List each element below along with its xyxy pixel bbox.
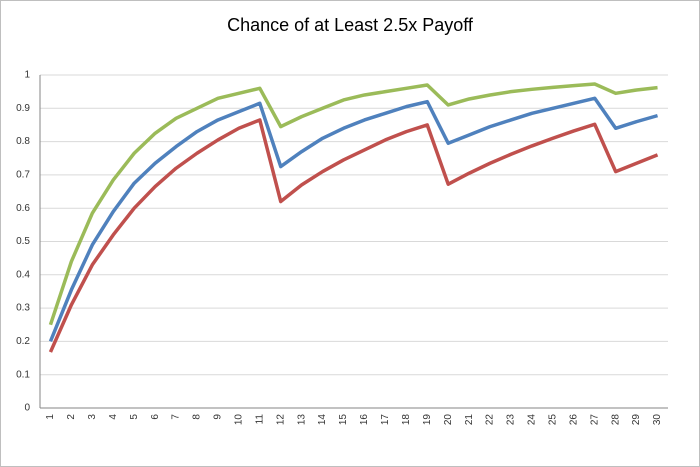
x-tick-label: 24: [527, 414, 538, 426]
y-tick-label: 1: [24, 70, 30, 81]
x-tick-label: 5: [129, 414, 140, 420]
x-tick-label: 21: [464, 414, 475, 426]
series-line: [48, 82, 658, 326]
y-tick-label: 0.1: [16, 369, 30, 380]
y-tick-label: 0.2: [16, 336, 30, 347]
x-tick-label: 15: [338, 414, 349, 426]
x-tick-label: 16: [359, 414, 370, 426]
x-tick-label: 11: [254, 414, 265, 425]
x-tick-label: 30: [652, 414, 663, 426]
x-tick-label: 3: [87, 414, 98, 420]
x-tick-label: 26: [568, 414, 579, 426]
x-tick-label: 2: [66, 414, 77, 420]
x-tick-label: 7: [171, 414, 182, 420]
y-tick-label: 0.9: [16, 103, 30, 114]
x-tick-label: 20: [443, 414, 454, 426]
x-tick-label: 8: [192, 414, 203, 420]
chart-title: Chance of at Least 2.5x Payoff: [227, 15, 474, 35]
x-tick-label: 4: [108, 414, 119, 420]
x-tick-label: 6: [150, 414, 161, 420]
y-tick-label: 0.4: [16, 269, 30, 280]
series-line: [48, 96, 659, 343]
x-tick-label: 27: [589, 414, 600, 426]
y-tick-label: 0.7: [16, 170, 30, 181]
x-tick-label: 12: [275, 414, 286, 426]
y-tick-label: 0.6: [16, 203, 30, 214]
x-tick-label: 25: [548, 414, 559, 426]
x-tick-label: 10: [234, 414, 245, 426]
x-tick-label: 19: [422, 414, 433, 426]
x-tick-label: 28: [610, 414, 621, 426]
x-tick-label: 29: [631, 414, 642, 426]
x-tick-label: 17: [380, 414, 391, 426]
x-tick-label: 14: [317, 414, 328, 426]
x-tick-label: 22: [485, 414, 496, 426]
x-tick-label: 18: [401, 414, 412, 426]
series-line: [48, 118, 659, 353]
x-tick-label: 23: [506, 414, 517, 426]
y-tick-label: 0: [24, 403, 30, 414]
x-tick-label: 9: [213, 414, 224, 420]
y-tick-label: 0.3: [16, 303, 30, 314]
y-tick-label: 0.5: [16, 236, 30, 247]
x-tick-label: 1: [45, 414, 56, 420]
y-tick-label: 0.8: [16, 136, 30, 147]
x-tick-label: 13: [296, 414, 307, 426]
